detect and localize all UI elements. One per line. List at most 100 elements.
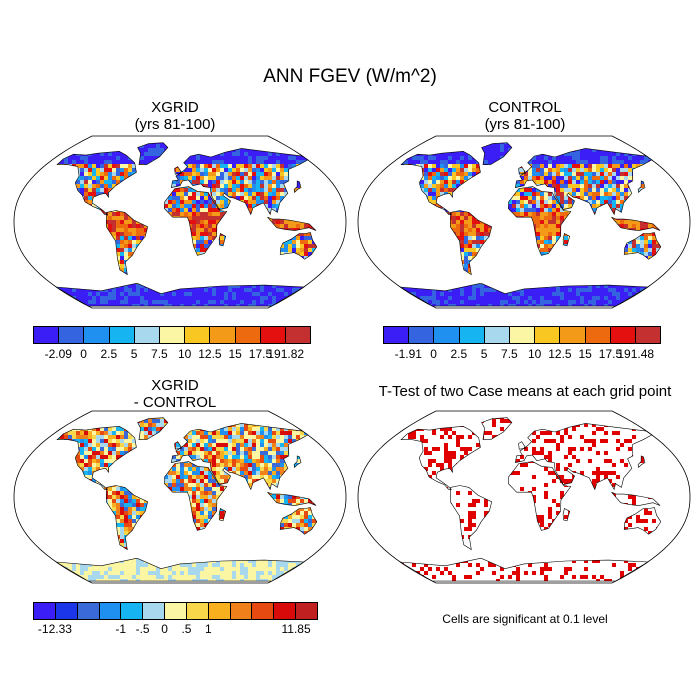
colorbar-swatch [121, 603, 144, 619]
map-control [357, 135, 691, 309]
colorbar-xgrid-ticks: -2.09 0 2.5 5 7.5 10 12.5 15 17.5 191.82 [33, 347, 311, 361]
colorbar-tick-label: 2.5 [450, 347, 468, 361]
colorbar-swatch [434, 327, 460, 343]
colorbar-tick-label: -2.09 [44, 347, 72, 361]
coastline-africa [164, 186, 228, 256]
colorbar-swatch [185, 327, 211, 343]
coastline-southAmerica [449, 210, 493, 276]
colorbar-swatch [186, 603, 209, 619]
panel-xgrid-title: XGRID (yrs 81-100) [15, 99, 335, 133]
coastline-uk [174, 166, 183, 175]
colorbar-tick-label: 7.5 [501, 347, 518, 361]
colorbar-tick-label: -12.33 [37, 622, 72, 636]
colorbar-tick-label: 10 [527, 347, 542, 361]
map-ttest [357, 410, 691, 584]
colorbar-swatch [165, 603, 187, 619]
coastline-australia [279, 232, 318, 260]
colorbar-swatch [99, 603, 122, 619]
colorbar-tick-label: 0 [430, 347, 437, 361]
colorbar-swatch [210, 327, 236, 343]
coastline-greenland [137, 142, 169, 165]
map-difference [13, 410, 347, 584]
coastline-greenland [137, 417, 169, 440]
colorbar-tick-label: 7.5 [151, 347, 168, 361]
coastline-northAmerica [56, 150, 137, 215]
colorbar-tick-label: -1.91 [394, 347, 422, 361]
colorbar-swatch [109, 327, 135, 343]
colorbar-xgrid [33, 326, 311, 344]
coastline-eurasia [171, 148, 309, 216]
colorbar-swatch [560, 327, 586, 343]
colorbar-swatch [55, 603, 78, 619]
colorbar-tick-label: -1 [115, 622, 127, 636]
colorbar-tick-label: 191.48 [617, 347, 655, 361]
map-xgrid [13, 135, 347, 309]
colorbar-tick-label: 191.82 [267, 347, 305, 361]
coastline-africa [164, 461, 228, 531]
colorbar-tick-label: 17.5 [248, 347, 273, 361]
colorbar-swatch [285, 327, 311, 343]
coastline-indonesia [267, 491, 317, 506]
colorbar-difference-ticks: -12.33 -1 -.5 0 .5 1 11.85 [33, 622, 318, 636]
coastline-africa [508, 461, 572, 531]
colorbar-swatch [585, 327, 611, 343]
colorbar-tick-label: 5 [130, 347, 138, 361]
panel-control-title-line2: (yrs 81-100) [484, 116, 566, 133]
colorbar-swatch [34, 603, 56, 619]
coastline-northAmerica [400, 425, 481, 490]
panel-xgrid-title-line1: XGRID [151, 99, 199, 116]
colorbar-difference [33, 602, 318, 620]
coastline-antarctica [55, 557, 305, 582]
coastline-antarctica [399, 557, 649, 582]
colorbar-tick-label: 5 [480, 347, 488, 361]
panel-control-title-line1: CONTROL [488, 99, 562, 116]
colorbar-swatch [484, 327, 510, 343]
panel-difference-title-line2: - CONTROL [133, 394, 217, 411]
coastline-eurasia [171, 423, 309, 491]
coastline-southAmerica [105, 210, 149, 276]
colorbar-tick-label: 12.5 [548, 347, 572, 361]
panel-ttest-title: T-Test of two Case means at each grid po… [345, 383, 700, 400]
panel-ttest-title-line1: T-Test of two Case means at each grid po… [378, 383, 672, 400]
coastline-japan [293, 455, 302, 469]
colorbar-tick-label: 10 [177, 347, 192, 361]
panel-difference-title-line1: XGRID [151, 377, 199, 394]
colorbar-tick-label: 15 [228, 347, 242, 361]
colorbar-swatch [535, 327, 561, 343]
coastline-japan [293, 180, 302, 194]
coastline-antarctica [399, 282, 649, 307]
coastline-indonesia [611, 216, 661, 231]
map-boundary [357, 410, 691, 584]
panel-control-title: CONTROL (yrs 81-100) [365, 99, 685, 133]
colorbar-swatch [84, 327, 110, 343]
coastline-northAmerica [400, 150, 481, 215]
colorbar-tick-label: 1 [205, 622, 212, 636]
coastline-madagascar [562, 233, 571, 247]
coastline-australia [279, 507, 318, 535]
colorbar-swatch [235, 327, 261, 343]
coastline-australia [623, 507, 662, 535]
coastline-indonesia [611, 491, 661, 506]
coastline-africa [508, 186, 572, 256]
figure-title: ANN FGEV (W/m^2) [263, 66, 437, 87]
coastline-madagascar [562, 508, 571, 522]
colorbar-tick-label: .5 [181, 622, 192, 636]
colorbar-tick-label: 11.85 [281, 622, 311, 636]
coastline-japan [637, 455, 646, 469]
coastline-uk [518, 166, 527, 175]
coastline-madagascar [218, 508, 227, 522]
coastline-uk [518, 441, 527, 450]
coastline-japan [637, 180, 646, 194]
colorbar-control [383, 326, 661, 344]
coastline-southAmerica [105, 485, 149, 551]
coastline-madagascar [218, 233, 227, 247]
coastline-antarctica [55, 282, 305, 307]
colorbar-tick-label: 2.5 [100, 347, 118, 361]
panel-difference-title: XGRID - CONTROL [15, 377, 335, 411]
colorbar-swatch [635, 327, 661, 343]
colorbar-swatch [260, 327, 286, 343]
ttest-note: Cells are significant at 0.1 level [442, 612, 608, 626]
coastline-australia [623, 232, 662, 260]
coastline-southAmerica [449, 485, 493, 551]
colorbar-swatch [59, 327, 85, 343]
